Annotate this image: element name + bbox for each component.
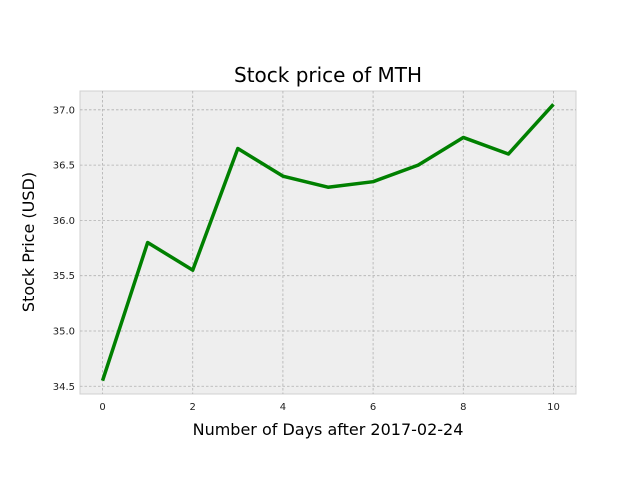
series-layer: [100, 103, 555, 382]
y-tick-label: 37.0: [53, 105, 75, 116]
x-tick-label: 6: [370, 402, 376, 413]
y-ticks: 34.5 35.0 35.5 36.0 36.5 37.0: [53, 105, 75, 392]
y-tick-label: 35.0: [53, 326, 75, 337]
x-tick-label: 10: [547, 402, 560, 413]
y-tick-label: 35.5: [53, 271, 75, 282]
y-axis-label: Stock Price (USD): [19, 172, 38, 312]
y-tick-label: 36.0: [53, 216, 75, 227]
y-tick-label: 34.5: [53, 382, 75, 393]
x-ticks: 0 2 4 6 8 10: [99, 402, 559, 413]
chart-title: Stock price of MTH: [234, 63, 422, 87]
x-tick-label: 4: [280, 402, 286, 413]
x-tick-label: 8: [460, 402, 466, 413]
x-tick-label: 0: [99, 402, 105, 413]
x-tick-label: 2: [190, 402, 196, 413]
series-line: [100, 103, 555, 382]
y-tick-label: 36.5: [53, 161, 75, 172]
grid: [80, 91, 576, 394]
plot-area: [79, 90, 577, 395]
x-axis-label: Number of Days after 2017-02-24: [193, 420, 464, 439]
